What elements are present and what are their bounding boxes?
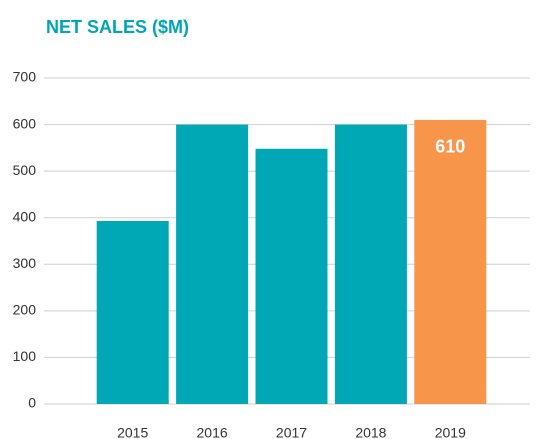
y-tick-label: 400	[13, 208, 37, 224]
y-tick-label: 300	[13, 255, 37, 271]
bar	[255, 148, 328, 404]
y-tick-label: 100	[13, 348, 37, 364]
y-tick-label: 500	[13, 162, 37, 178]
x-tick-label: 2019	[435, 425, 466, 439]
y-tick-label: 200	[13, 302, 37, 318]
bar	[176, 124, 249, 405]
y-tick-label: 700	[13, 69, 37, 85]
x-tick-label: 2015	[117, 425, 148, 439]
bar	[334, 124, 407, 405]
bar	[414, 119, 487, 405]
chart-title: NET SALES ($M)	[46, 17, 189, 37]
y-tick-label: 0	[28, 395, 36, 411]
bar	[96, 220, 169, 404]
x-tick-label: 2018	[355, 425, 386, 439]
x-tick-label: 2016	[197, 425, 228, 439]
x-tick-label: 2017	[276, 425, 307, 439]
data-label: 610	[435, 137, 465, 157]
y-tick-label: 600	[13, 115, 37, 131]
